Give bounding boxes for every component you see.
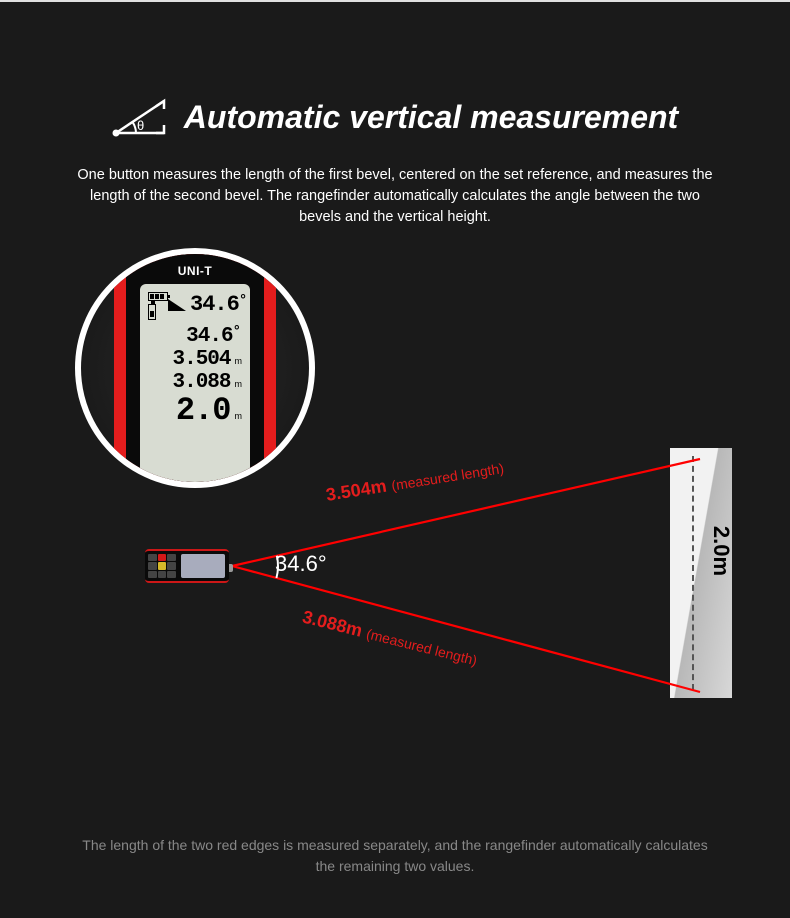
upper-length-label: 3.504m (measured length)	[324, 457, 505, 506]
lcd-length2: 3.088	[172, 372, 230, 393]
theta-angle-icon: θ	[112, 97, 168, 137]
page-title: Automatic vertical measurement	[184, 99, 678, 136]
reference-icon	[148, 304, 156, 320]
rangefinder-device	[145, 549, 229, 583]
device-closeup: UNI-T 34.6 34.6 3.504m 3.088	[75, 248, 315, 488]
device-brand: UNI-T	[178, 264, 213, 278]
lcd-angle-top: 34.6	[190, 292, 248, 317]
diagram: UNI-T 34.6 34.6 3.504m 3.088	[0, 248, 790, 768]
angle-label: 34.6°	[275, 551, 327, 577]
lcd-length1: 3.504	[172, 349, 230, 370]
battery-icon	[148, 292, 168, 301]
triangle-icon	[168, 299, 186, 311]
header: θ Automatic vertical measurement	[0, 2, 790, 137]
svg-text:θ: θ	[137, 118, 144, 133]
height-label: 2.0m	[708, 526, 734, 576]
description-text: One button measures the length of the fi…	[75, 165, 715, 228]
lcd-screen: 34.6 34.6 3.504m 3.088m 2.0m	[140, 284, 250, 486]
lcd-angle: 34.6	[186, 326, 242, 347]
lower-length-label: 3.088m (measured length)	[300, 607, 479, 671]
lcd-height: 2.0	[176, 395, 231, 427]
footer-text: The length of the two red edges is measu…	[0, 835, 790, 876]
